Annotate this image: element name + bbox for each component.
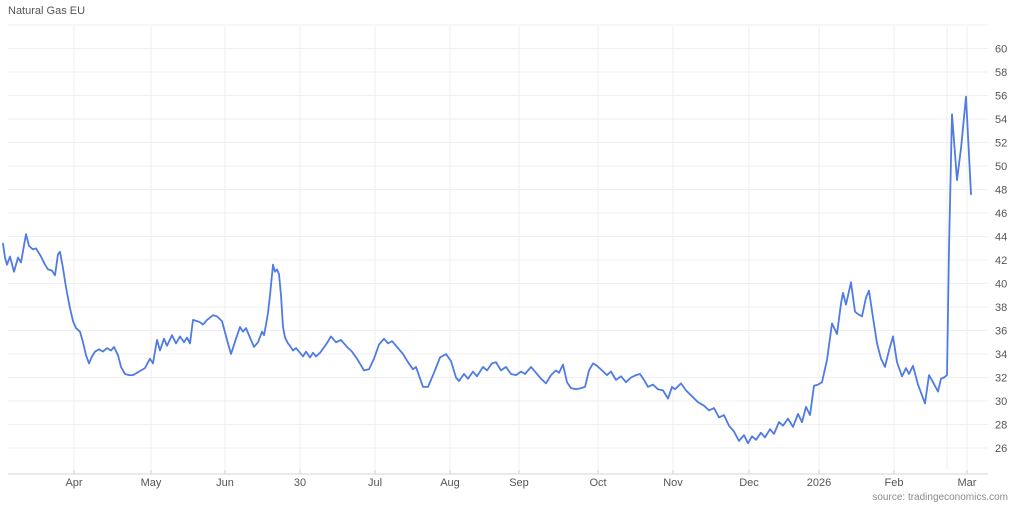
y-tick-label: 34: [995, 349, 1007, 361]
y-tick-label: 46: [995, 208, 1007, 220]
y-tick-label: 36: [995, 326, 1007, 338]
y-tick-label: 26: [995, 443, 1007, 455]
y-tick-label: 60: [995, 44, 1007, 56]
x-tick-label: Dec: [739, 477, 759, 489]
y-tick-label: 52: [995, 138, 1007, 150]
x-axis-labels: Apr May Jun 30 Jul Aug Sep Oct Nov Dec 2026 Feb Mar: [65, 477, 976, 489]
source-attribution: source: tradingeconomics.com: [872, 492, 1008, 503]
x-tick-label: Jun: [216, 477, 234, 489]
x-tick-label: Sep: [509, 477, 529, 489]
y-tick-label: 48: [995, 185, 1007, 197]
price-line: [2, 95, 972, 445]
y-tick-label: 56: [995, 91, 1007, 103]
y-tick-label: 28: [995, 420, 1007, 432]
x-tick-label: Nov: [663, 477, 683, 489]
x-tick-label: Jul: [368, 477, 382, 489]
x-tick-label: 2026: [807, 477, 831, 489]
x-axis-tick-marks: [73, 470, 968, 474]
chart-title: Natural Gas EU: [8, 5, 86, 17]
y-tick-label: 40: [995, 279, 1007, 291]
x-tick-label: Aug: [440, 477, 460, 489]
y-tick-label: 58: [995, 67, 1007, 79]
y-tick-label: 30: [995, 396, 1007, 408]
y-tick-label: 42: [995, 255, 1007, 267]
x-tick-label: 30: [294, 477, 306, 489]
y-tick-label: 50: [995, 161, 1007, 173]
x-tick-label: Apr: [65, 477, 82, 489]
x-tick-label: Feb: [885, 477, 904, 489]
y-tick-label: 44: [995, 232, 1007, 244]
x-tick-label: May: [141, 477, 162, 489]
y-tick-label: 32: [995, 373, 1007, 385]
y-tick-label: 38: [995, 302, 1007, 314]
y-axis-labels: 26 28 30 32 34 36 38 40 42 44 46 48 50 52 54 56 58 60: [995, 44, 1007, 456]
x-tick-label: Mar: [958, 477, 977, 489]
gridlines: [8, 24, 988, 470]
x-tick-label: Oct: [589, 477, 606, 489]
y-tick-label: 54: [995, 114, 1007, 126]
